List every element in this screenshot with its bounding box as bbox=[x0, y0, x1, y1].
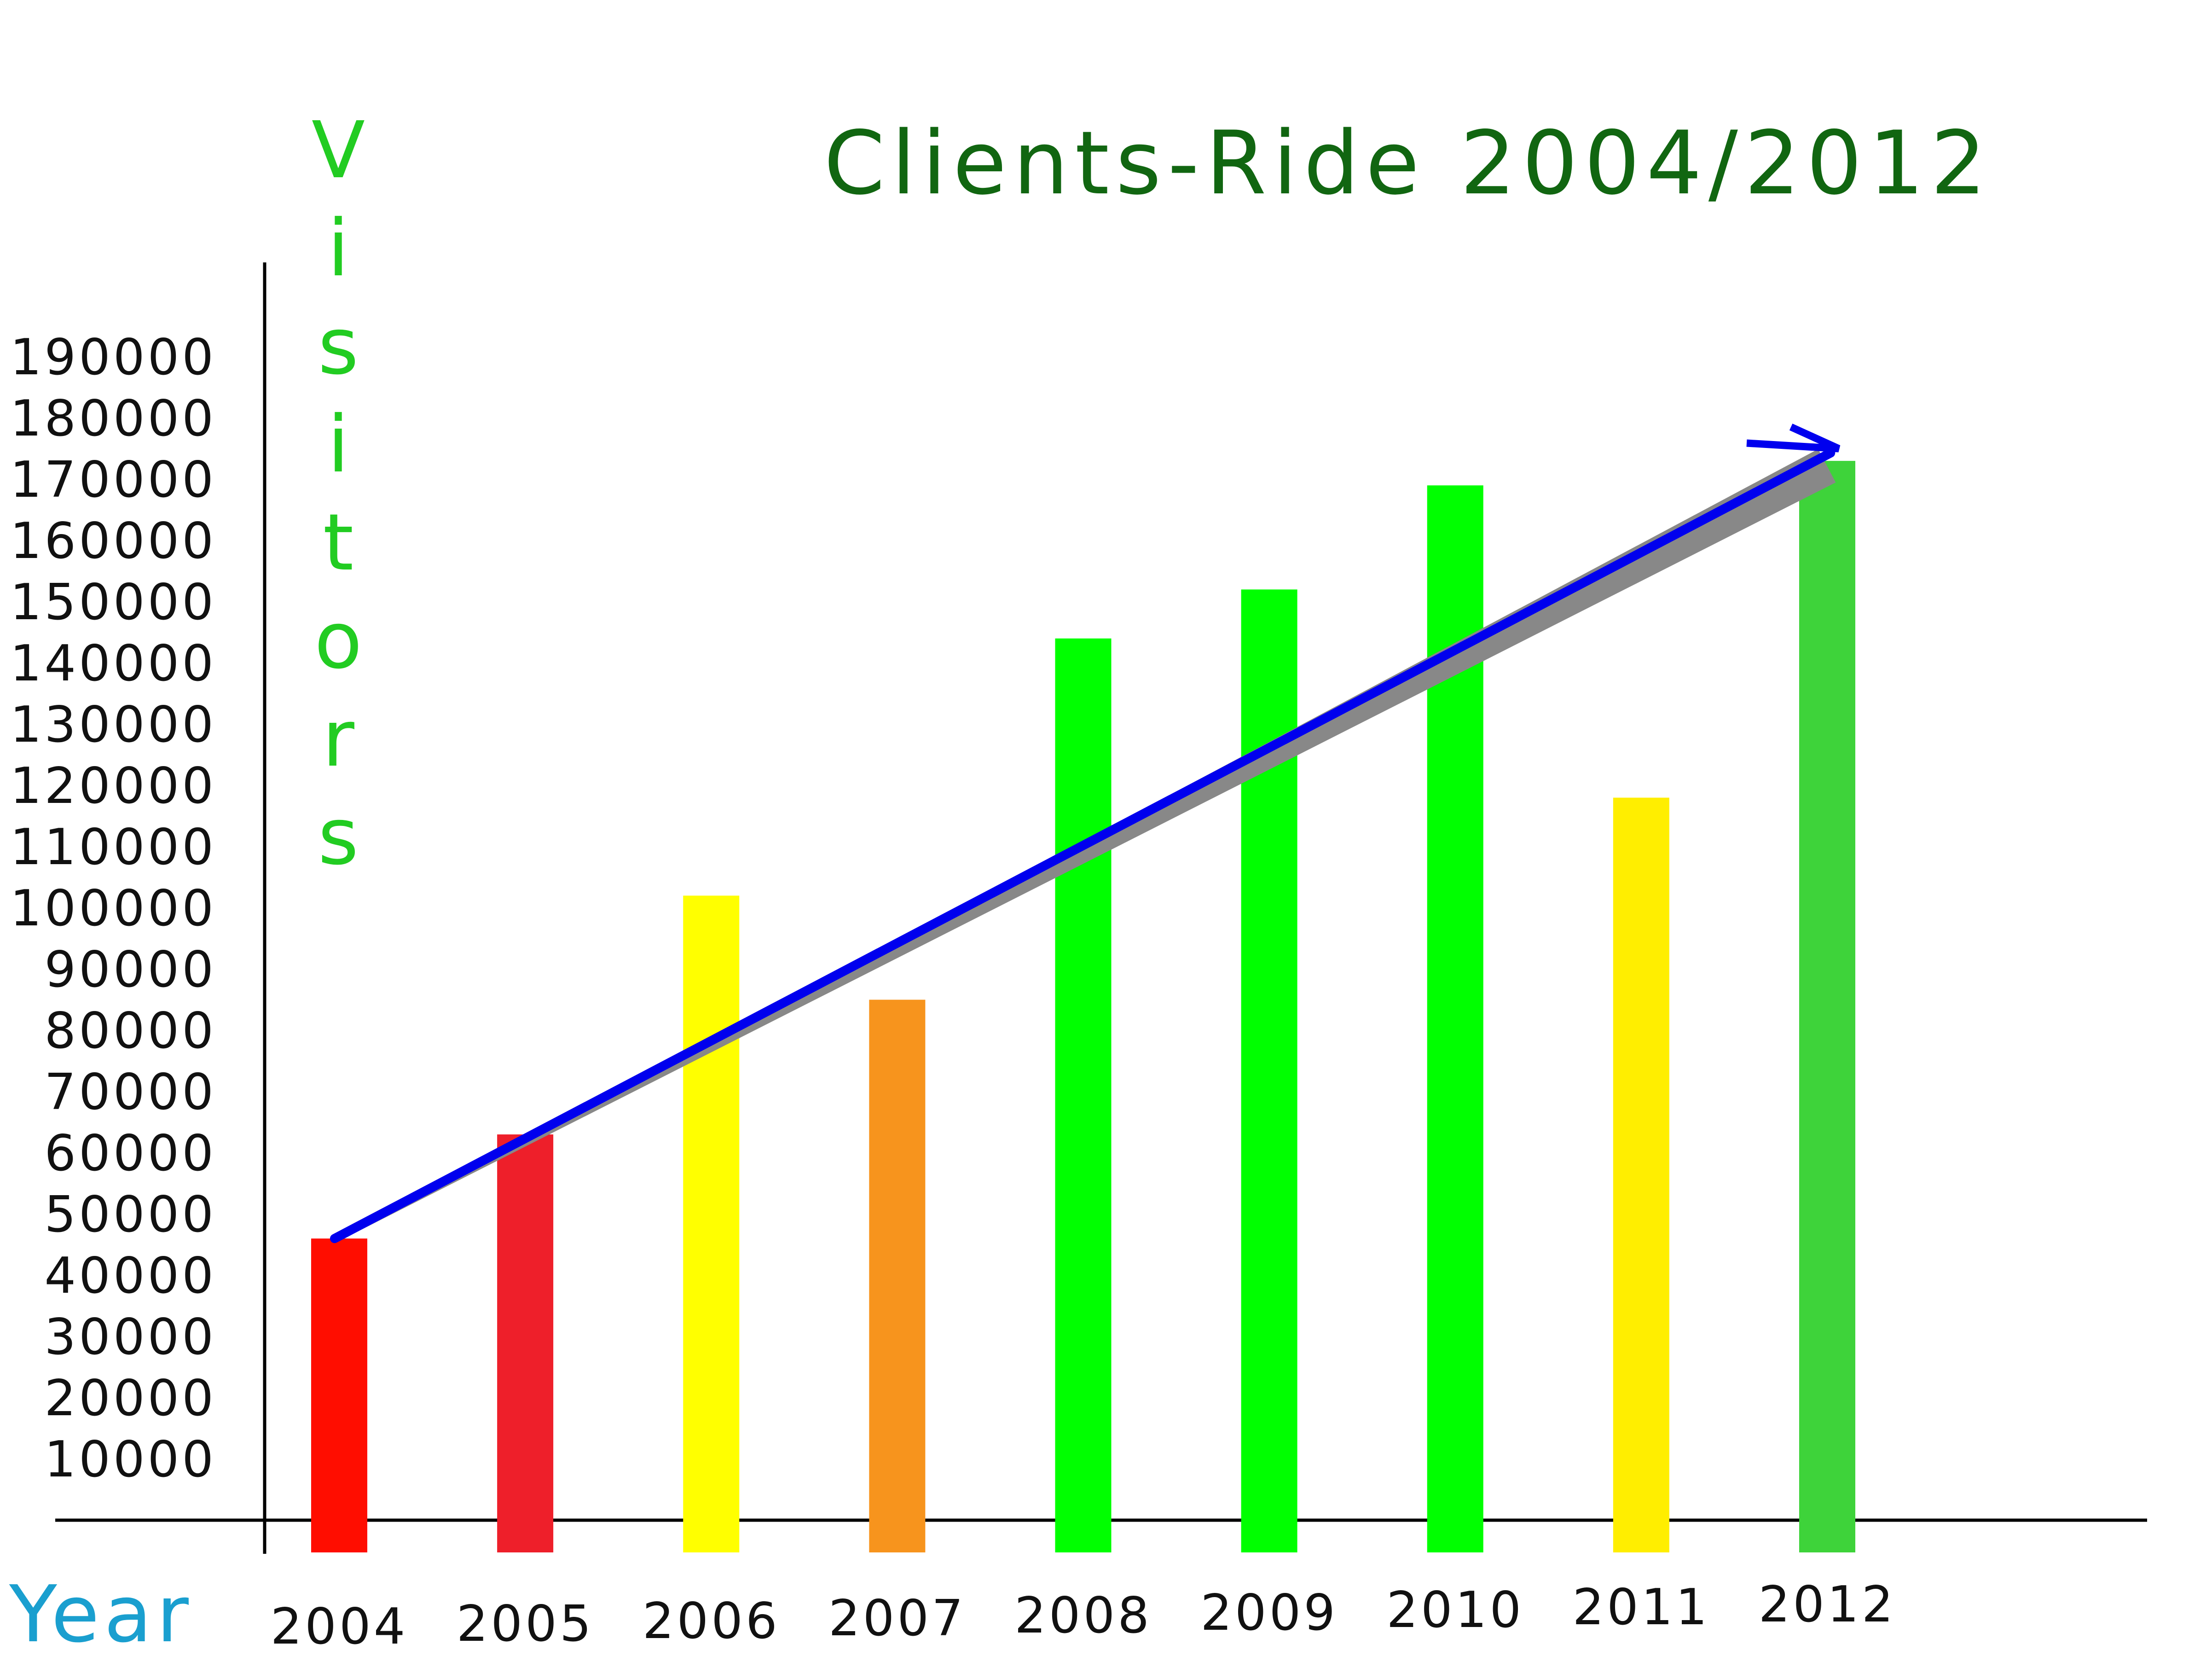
y-tick-label: 190000 bbox=[10, 329, 216, 386]
y-tick-label: 10000 bbox=[44, 1431, 216, 1488]
bar-2005 bbox=[497, 1134, 554, 1552]
y-axis-label-char: s bbox=[318, 301, 359, 392]
x-tick-label: 2005 bbox=[457, 1595, 594, 1653]
y-tick-label: 110000 bbox=[10, 819, 216, 876]
bar-2011 bbox=[1613, 797, 1669, 1552]
y-tick-label: 130000 bbox=[10, 696, 216, 754]
x-tick-label: 2011 bbox=[1572, 1579, 1710, 1636]
y-tick-label: 40000 bbox=[44, 1247, 216, 1305]
y-tick-label: 120000 bbox=[10, 757, 216, 815]
x-tick-label: 2006 bbox=[643, 1592, 780, 1650]
y-tick-label: 170000 bbox=[10, 451, 216, 509]
x-tick-label: 2004 bbox=[271, 1598, 408, 1656]
y-tick-label: 60000 bbox=[44, 1125, 216, 1182]
y-axis-label-char: o bbox=[314, 595, 362, 686]
trend-arrow-head bbox=[1746, 424, 1841, 453]
y-tick-label: 150000 bbox=[10, 574, 216, 631]
bar-2012 bbox=[1799, 461, 1855, 1552]
x-tick-label: 2007 bbox=[828, 1590, 966, 1647]
bar-2007 bbox=[869, 999, 926, 1552]
y-tick-label: 90000 bbox=[44, 941, 216, 999]
bar-2008 bbox=[1055, 638, 1112, 1552]
bar-2006 bbox=[683, 895, 740, 1552]
y-tick-label: 100000 bbox=[10, 880, 216, 937]
bar-2004 bbox=[311, 1238, 367, 1552]
y-tick-label: 180000 bbox=[10, 390, 216, 447]
y-tick-label: 20000 bbox=[44, 1370, 216, 1427]
y-tick-label: 70000 bbox=[44, 1063, 216, 1121]
x-tick-label: 2010 bbox=[1386, 1581, 1524, 1639]
y-axis-label-char: r bbox=[322, 693, 354, 784]
y-axis-label-char: i bbox=[327, 203, 349, 294]
x-axis-label: Year bbox=[9, 1569, 193, 1656]
y-axis-label-char: i bbox=[327, 399, 349, 490]
x-tick-label: 2012 bbox=[1759, 1576, 1896, 1633]
y-axis-label-char: t bbox=[323, 497, 354, 588]
y-tick-label: 30000 bbox=[44, 1308, 216, 1366]
y-tick-label: 50000 bbox=[44, 1186, 216, 1243]
y-axis-label-char: V bbox=[312, 105, 365, 196]
trend-arrow-line bbox=[330, 448, 1836, 1243]
y-tick-label: 160000 bbox=[10, 512, 216, 570]
x-tick-label: 2009 bbox=[1200, 1584, 1338, 1642]
y-axis-label-char: s bbox=[318, 791, 359, 883]
y-tick-label: 140000 bbox=[10, 635, 216, 692]
chart-title: Clients-Ride 2004/2012 bbox=[824, 112, 1992, 214]
x-tick-label: 2008 bbox=[1014, 1587, 1152, 1644]
y-tick-label: 80000 bbox=[44, 1002, 216, 1060]
